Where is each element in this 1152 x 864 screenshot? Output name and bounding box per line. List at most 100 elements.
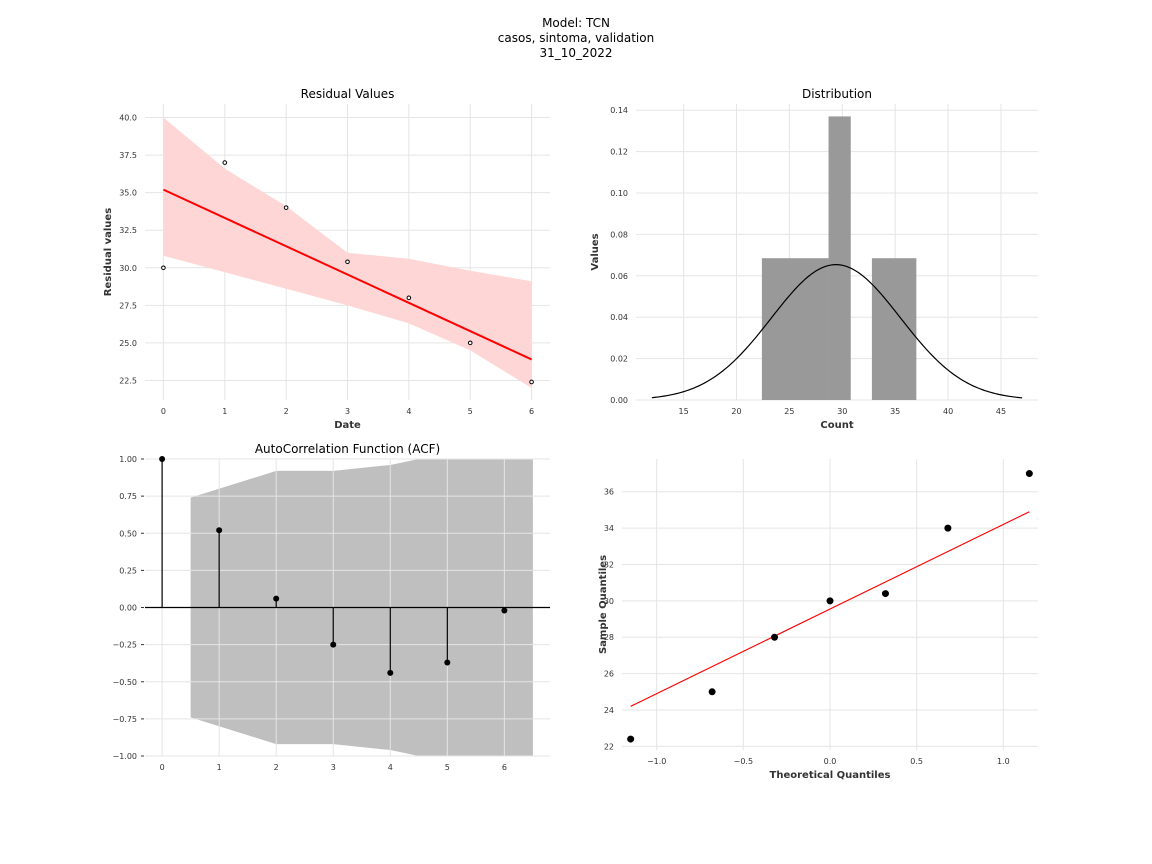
- x-tick-label: 4: [388, 763, 393, 772]
- y-tick-label: −0.25: [112, 641, 137, 650]
- x-tick-label: 0.0: [824, 757, 837, 766]
- x-tick-label: 40: [943, 407, 953, 416]
- qq-point: [881, 590, 889, 598]
- figure-title-line-3: 31_10_2022: [539, 46, 613, 60]
- residual-point: [283, 205, 289, 210]
- x-tick-label: 0: [161, 407, 166, 416]
- x-tick-label: 6: [529, 407, 534, 416]
- y-tick-label: 0.00: [119, 604, 137, 613]
- y-tick-label: −1.00: [112, 752, 137, 761]
- y-tick-label: 22.5: [119, 376, 137, 385]
- y-tick-label: 40.0: [119, 114, 137, 123]
- y-tick-label: 0.02: [610, 355, 628, 364]
- y-tick-label: 0.06: [610, 272, 628, 281]
- qq-reference-line: [630, 511, 1030, 707]
- acf-point: [159, 456, 166, 462]
- y-tick-label: 27.5: [119, 301, 137, 310]
- y-tick-label: −0.50: [112, 678, 137, 687]
- y-axis-label: Values: [590, 233, 601, 270]
- y-tick-label: 32.5: [119, 226, 137, 235]
- x-tick-label: 3: [331, 763, 336, 772]
- figure-title-line-2: casos, sintoma, validation: [497, 31, 655, 45]
- residual-point: [161, 265, 166, 271]
- acf-point: [501, 607, 508, 614]
- y-tick-label: 0.12: [610, 148, 628, 157]
- y-tick-label: 36: [604, 488, 614, 497]
- acf-point: [330, 641, 337, 648]
- x-tick-label: 30: [837, 407, 847, 416]
- qq-point: [944, 524, 952, 532]
- x-tick-label: 0.5: [910, 757, 923, 766]
- residual-point: [467, 340, 473, 346]
- y-tick-label: 28: [604, 633, 614, 642]
- y-tick-label: 32: [604, 560, 614, 569]
- qq-point: [627, 735, 635, 743]
- figure-title-line-1: Model: TCN: [542, 16, 610, 30]
- density-curve: [651, 264, 1023, 399]
- x-tick-label: 35: [890, 407, 900, 416]
- residual-point: [222, 160, 228, 165]
- x-tick-label: 2: [274, 763, 279, 772]
- x-axis-label: Theoretical Quantiles: [770, 770, 891, 781]
- panel-title: Distribution: [802, 87, 872, 101]
- panel-title: Residual Values: [301, 87, 395, 101]
- qq-plot-panel: −1.0 −0.5 0.0 0.5 1.0 22 24 26 28 30 32 34 36 Theoret…: [598, 459, 1038, 781]
- y-tick-label: 1.00: [119, 455, 137, 464]
- histogram-bar: [828, 116, 851, 400]
- acf-panel: 0 1 2 3 4 5 6 −1.00 −0.75 −0.50 −0.25 0.00 0.25 0.50 0…: [112, 442, 550, 772]
- y-tick-label: 0.14: [610, 106, 628, 115]
- figure-title: Model: TCN casos, sintoma, validation 31…: [0, 16, 1152, 61]
- acf-point: [216, 527, 223, 534]
- qq-point: [1025, 470, 1033, 478]
- y-tick-label: 0.00: [610, 396, 628, 405]
- qq-point: [708, 688, 716, 696]
- y-tick-label: 35.0: [119, 189, 137, 198]
- y-tick-label: 25.0: [119, 339, 137, 348]
- confidence-band: [163, 117, 532, 388]
- x-tick-label: −0.5: [734, 757, 753, 766]
- distribution-panel: 15 20 25 30 35 40 45 0.00 0.02 0.04 0.06 0.08 0.10 0.…: [590, 87, 1038, 431]
- acf-point: [444, 659, 451, 666]
- x-axis-label: Date: [334, 420, 361, 431]
- x-tick-label: 1.0: [997, 757, 1010, 766]
- residual-point: [345, 259, 350, 265]
- panel-title: AutoCorrelation Function (ACF): [255, 442, 440, 456]
- residual-values-panel: 0 1 2 3 4 5 6 22.5 25.0 27.5 30.0 32.5 35.0 37.5 40.0 R…: [103, 87, 550, 431]
- regression-line: [162, 188, 533, 361]
- x-tick-label: 2: [284, 407, 289, 416]
- y-axis-label: Residual values: [103, 208, 114, 296]
- y-axis-label: Sample Quantiles: [598, 555, 609, 654]
- y-tick-label: 24: [604, 706, 614, 715]
- residual-point: [406, 295, 412, 301]
- y-tick-label: 30.0: [119, 264, 137, 273]
- y-tick-label: 0.08: [610, 230, 628, 239]
- y-tick-label: 0.50: [119, 529, 137, 538]
- x-tick-label: 3: [345, 407, 350, 416]
- y-tick-label: −0.75: [112, 715, 137, 724]
- residual-point: [529, 379, 534, 385]
- qq-point: [771, 633, 779, 641]
- x-tick-label: −1.0: [647, 757, 666, 766]
- x-tick-label: 6: [502, 763, 507, 772]
- x-tick-label: 20: [731, 407, 741, 416]
- acf-point: [387, 669, 394, 676]
- x-tick-label: 1: [222, 407, 227, 416]
- x-tick-label: 0: [160, 763, 165, 772]
- x-tick-label: 45: [996, 407, 1006, 416]
- y-tick-label: 26: [604, 670, 614, 679]
- y-tick-label: 0.75: [119, 492, 137, 501]
- y-tick-label: 37.5: [119, 151, 137, 160]
- x-tick-label: 5: [445, 763, 450, 772]
- qq-point: [826, 597, 834, 605]
- x-axis-label: Count: [820, 420, 853, 431]
- x-tick-label: 25: [784, 407, 794, 416]
- y-tick-label: 0.04: [610, 313, 628, 322]
- x-tick-label: 5: [468, 407, 473, 416]
- x-tick-label: 15: [679, 407, 689, 416]
- y-tick-label: 0.10: [610, 189, 628, 198]
- x-tick-label: 4: [406, 407, 411, 416]
- acf-point: [273, 595, 280, 602]
- y-tick-label: 30: [604, 597, 614, 606]
- y-tick-label: 34: [604, 524, 614, 533]
